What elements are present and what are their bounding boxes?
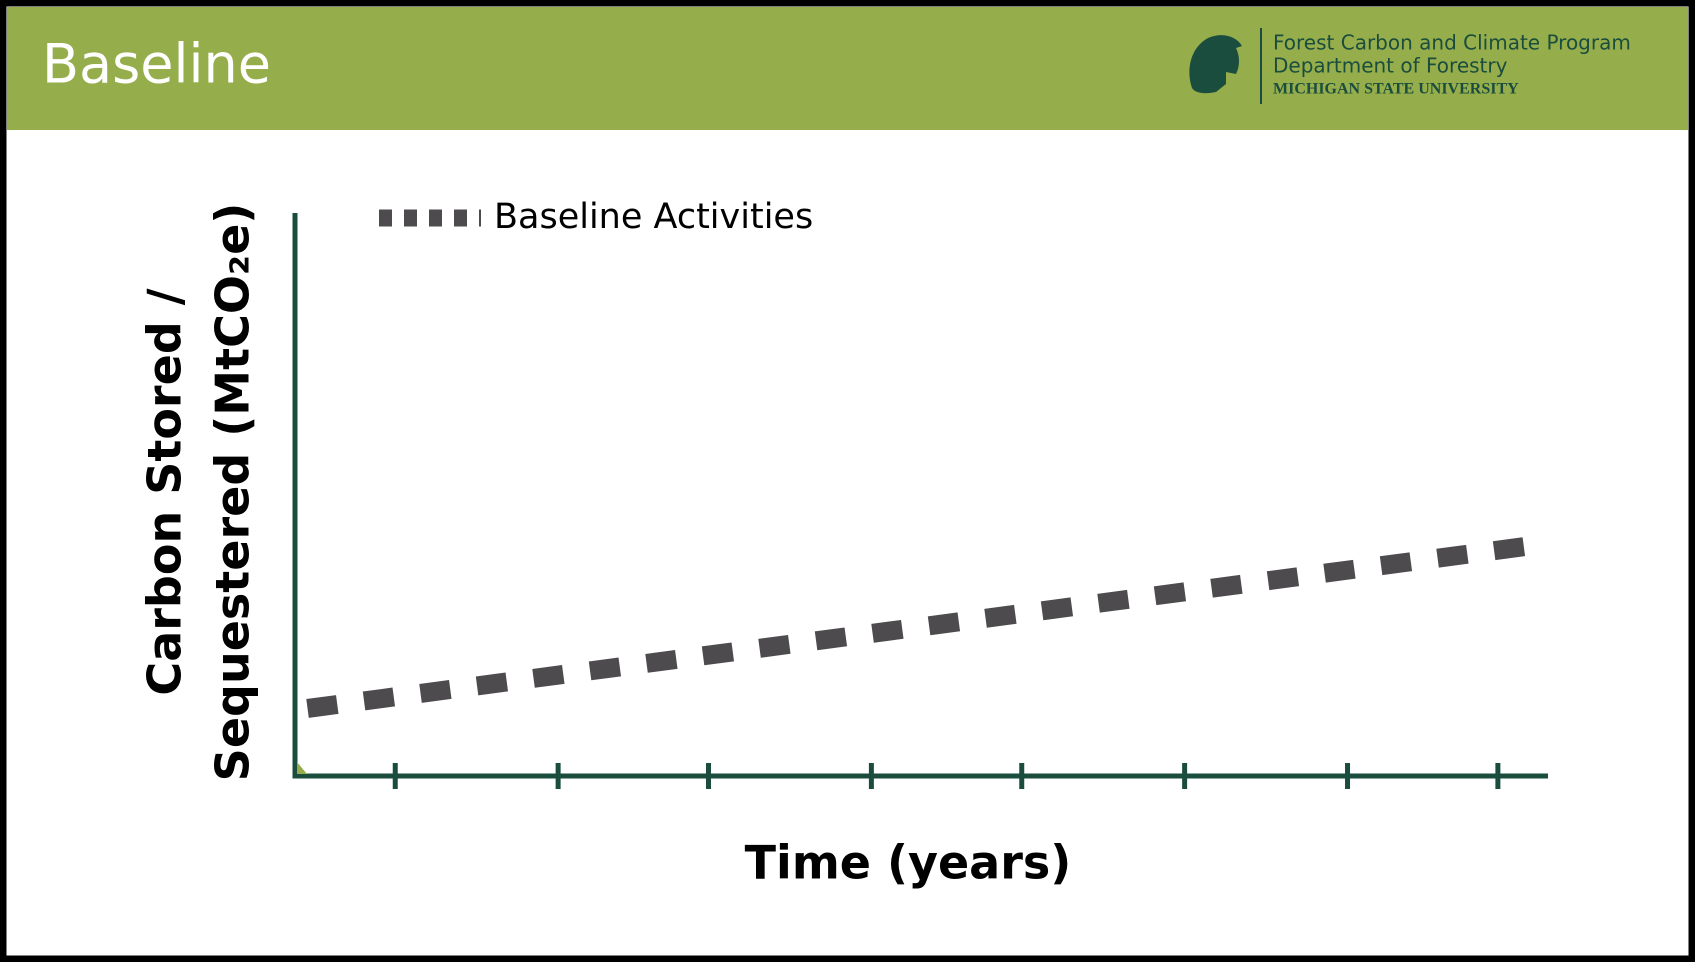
y-axis-label-line: Sequestered (MtCO₂e) <box>206 203 260 782</box>
legend-label: Baseline Activities <box>494 197 813 237</box>
logo-helmet <box>1189 35 1242 94</box>
logo <box>1189 28 1262 104</box>
x-axis-label: Time (years) <box>745 836 1072 890</box>
slide-title: Baseline <box>42 33 271 96</box>
origin-marker <box>297 762 307 774</box>
y-axis-label-line: Carbon Stored / <box>138 288 192 695</box>
data-line <box>306 535 1537 718</box>
org-line: Department of Forestry <box>1273 54 1508 78</box>
org-line: Forest Carbon and Climate Program <box>1273 31 1631 55</box>
logo-divider <box>1260 28 1262 104</box>
header-bar <box>7 7 1688 130</box>
org-line: MICHIGAN STATE UNIVERSITY <box>1273 81 1519 98</box>
y-axis-label: Carbon Stored / Sequestered (MtCO₂e) <box>138 203 260 782</box>
